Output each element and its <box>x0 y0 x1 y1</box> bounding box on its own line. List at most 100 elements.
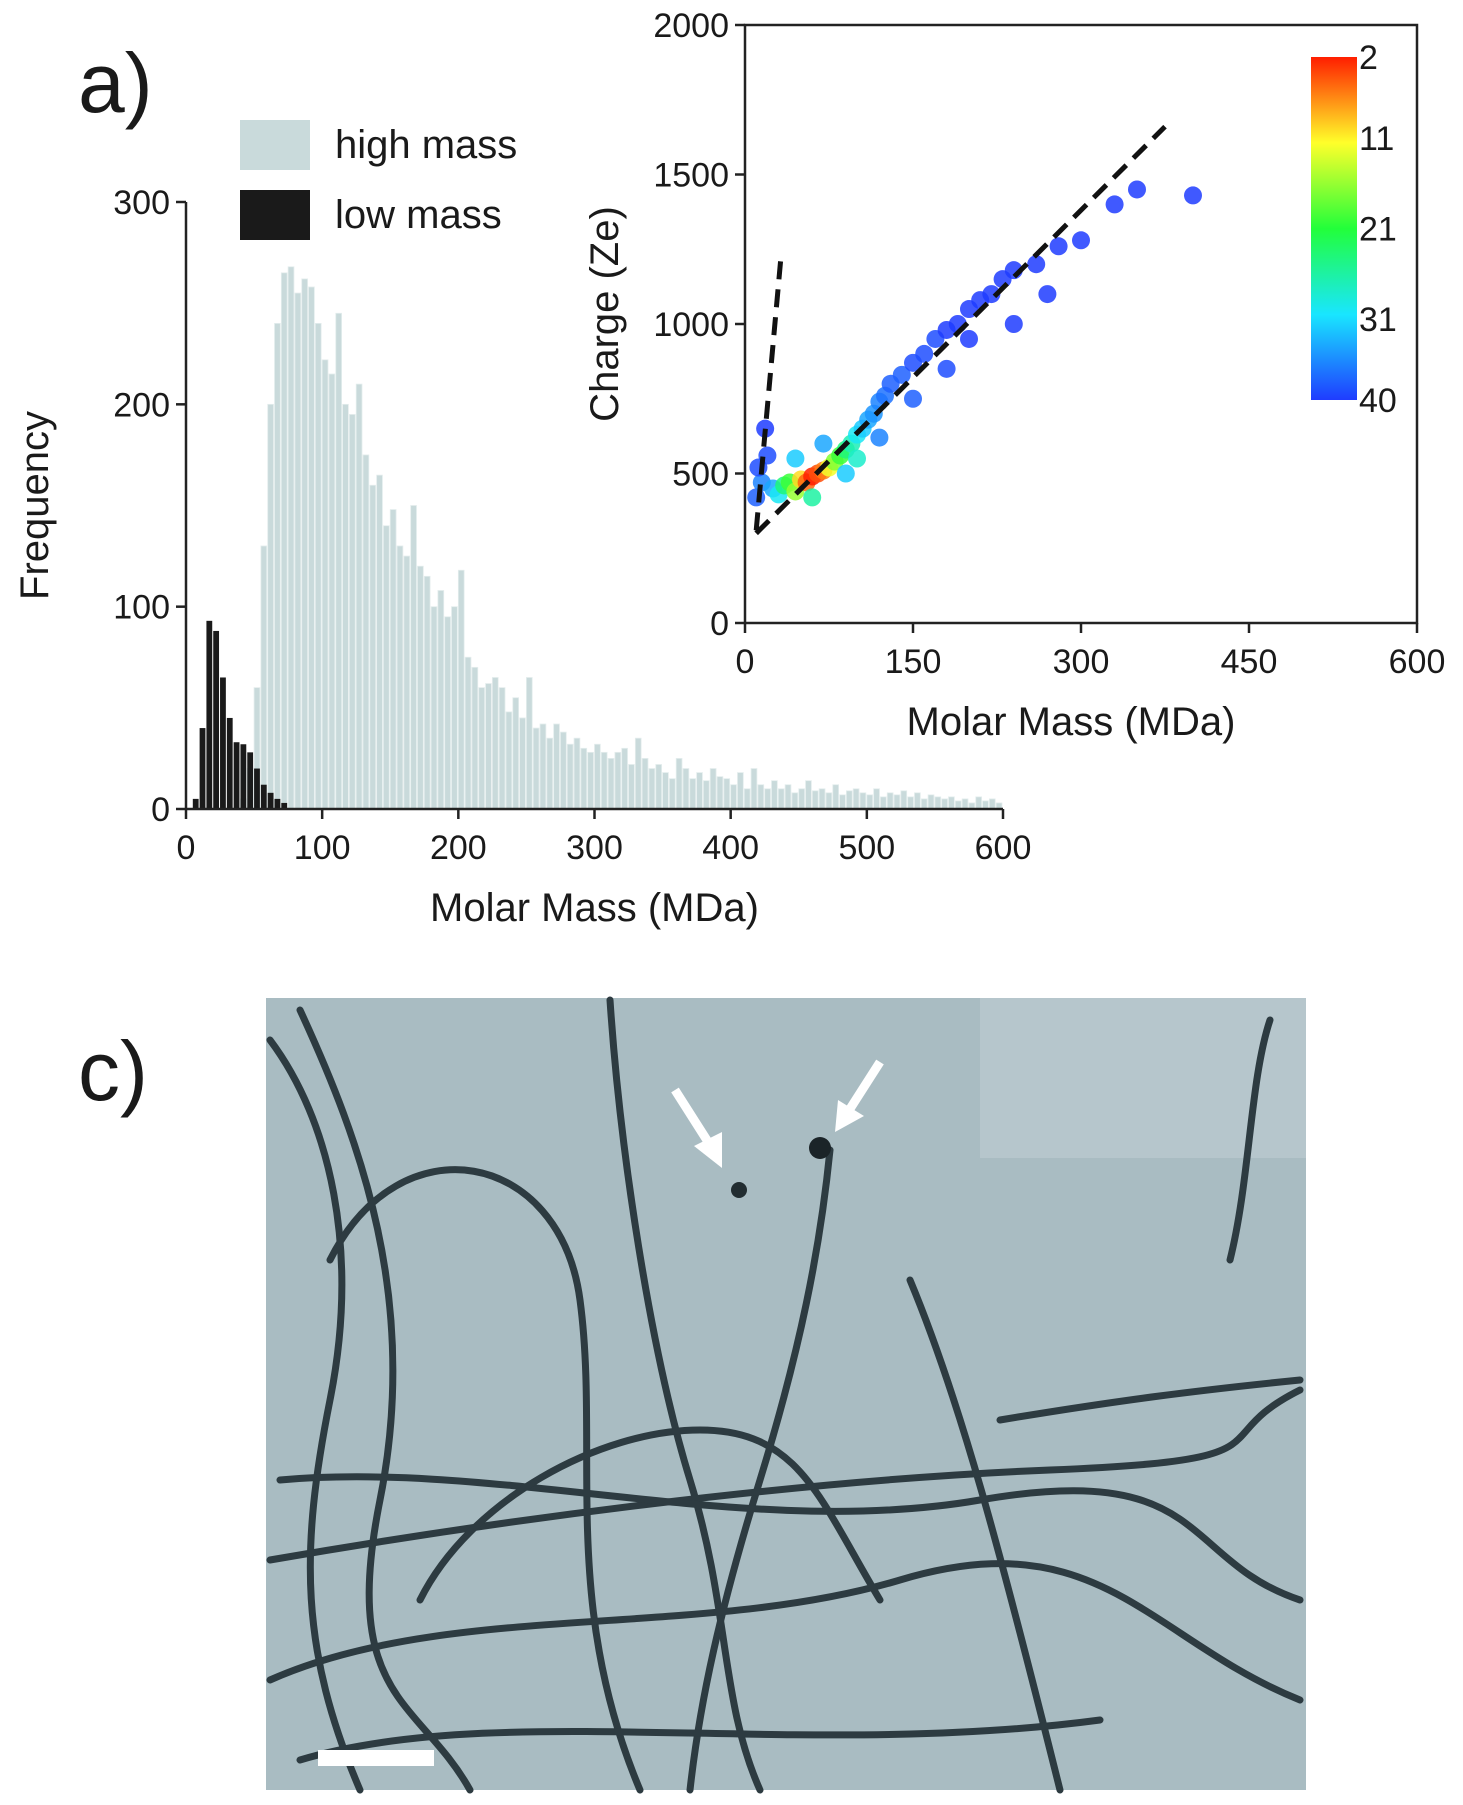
legend-label: low mass <box>335 193 502 237</box>
panel-label: a) <box>78 36 153 130</box>
arrows <box>671 1059 884 1168</box>
bar <box>818 788 826 810</box>
bar <box>410 505 417 810</box>
legend-label: high mass <box>335 123 517 167</box>
density-point <box>915 344 934 363</box>
bar <box>247 752 254 809</box>
bar <box>294 292 302 810</box>
chart: high mass low mass 0 100 200 300 400 500 600 0 100… <box>13 120 1031 930</box>
bar <box>641 758 649 810</box>
bar <box>825 792 833 810</box>
bar <box>220 677 226 809</box>
bar <box>199 728 206 809</box>
bar <box>498 687 506 810</box>
bar <box>546 737 554 810</box>
x-tick-label: 600 <box>975 829 1032 867</box>
bar <box>580 747 588 810</box>
density-point <box>870 428 889 447</box>
bar <box>457 569 465 810</box>
bar <box>553 723 560 810</box>
y-tick-label: 200 <box>113 386 170 424</box>
bar <box>743 788 751 810</box>
bar <box>376 474 383 810</box>
bar <box>348 414 356 810</box>
y-tick-label: 300 <box>113 184 170 222</box>
bar <box>314 322 322 810</box>
bar <box>267 792 274 809</box>
bar <box>859 792 867 810</box>
legend-swatch <box>240 190 310 240</box>
bar <box>594 743 601 810</box>
density-point <box>1128 180 1146 199</box>
fit-line <box>754 124 1167 536</box>
bar <box>866 794 874 810</box>
bar <box>873 788 880 810</box>
bar <box>662 772 669 810</box>
bar <box>682 768 690 810</box>
bar <box>471 666 479 810</box>
bar <box>846 790 853 810</box>
bar <box>764 788 771 810</box>
bar <box>451 606 458 810</box>
bar <box>362 454 370 810</box>
bar <box>927 794 935 810</box>
density-point <box>803 488 822 507</box>
bar <box>811 790 819 810</box>
bar <box>791 792 799 810</box>
density-point <box>1038 285 1057 304</box>
bar <box>961 798 969 810</box>
bar <box>607 758 615 810</box>
bar <box>389 509 397 810</box>
density-point <box>1027 255 1046 274</box>
particle <box>809 1137 831 1159</box>
bar <box>328 373 336 810</box>
bar <box>648 768 656 810</box>
bar <box>709 768 717 810</box>
bar <box>716 776 724 810</box>
bar <box>308 286 315 810</box>
x-tick-label: 300 <box>1053 643 1110 681</box>
bar <box>621 747 628 810</box>
fibrils <box>266 996 1304 1794</box>
x-tick-label: 300 <box>566 829 623 867</box>
bar <box>491 677 499 810</box>
bar <box>423 575 431 810</box>
particle <box>731 1182 747 1198</box>
bar <box>839 794 846 810</box>
bar <box>886 792 894 810</box>
bar <box>587 751 594 810</box>
x-tick-label: 150 <box>885 643 942 681</box>
fit-line <box>753 257 784 531</box>
bar <box>274 798 281 809</box>
legend-swatch <box>240 120 310 170</box>
density-point <box>960 329 978 348</box>
density-point <box>1004 315 1023 333</box>
density-point <box>848 449 866 468</box>
bar <box>914 792 921 810</box>
bar <box>771 780 778 810</box>
panel-label: c) <box>78 1024 148 1118</box>
y-axis-title: Charge (Ze) <box>583 206 627 422</box>
bar <box>444 616 451 810</box>
bar <box>206 620 213 809</box>
bar <box>505 711 513 810</box>
bar <box>907 796 914 810</box>
bar <box>532 727 540 810</box>
bar <box>321 359 329 810</box>
bar <box>485 683 492 810</box>
bar <box>281 802 288 809</box>
bar <box>730 784 737 810</box>
bar <box>526 677 533 810</box>
density-point <box>892 365 911 384</box>
bar <box>519 717 526 810</box>
bar <box>417 565 424 810</box>
y-axis-title: Frequency <box>13 411 57 600</box>
y-tick-label: 0 <box>151 791 170 829</box>
bar <box>655 764 662 810</box>
bar <box>614 751 622 810</box>
x-tick-label: 200 <box>430 829 487 867</box>
density-point <box>982 285 1001 304</box>
x-tick-label: 600 <box>1389 643 1446 681</box>
bar <box>226 717 233 809</box>
bar <box>689 778 697 810</box>
